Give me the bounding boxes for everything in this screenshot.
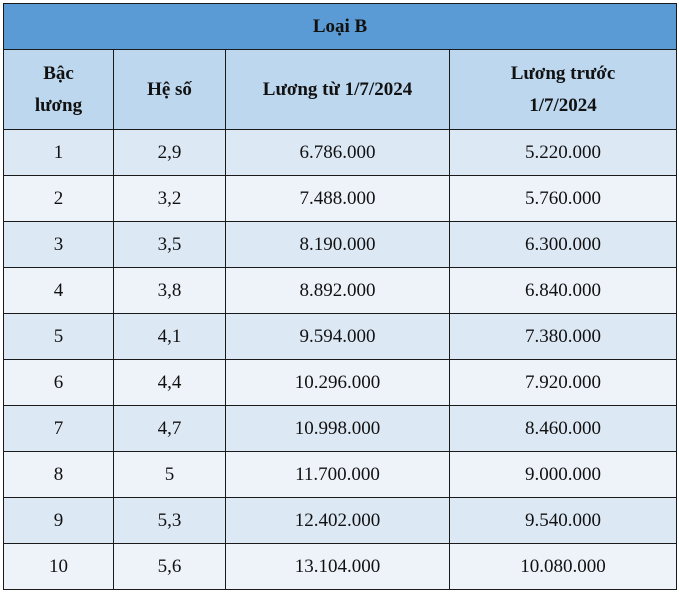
table-body: 1 2,9 6.786.000 5.220.000 2 3,2 7.488.000 5.760… — [3, 129, 677, 590]
cell-he-so: 5 — [113, 451, 226, 498]
table-row: 3 3,5 8.190.000 6.300.000 — [3, 221, 677, 268]
cell-luong-truoc: 8.460.000 — [449, 405, 677, 452]
table-row: 6 4,4 10.296.000 7.920.000 — [3, 359, 677, 406]
cell-luong-truoc: 10.080.000 — [449, 543, 677, 590]
cell-luong-tu: 8.190.000 — [225, 221, 450, 268]
cell-luong-truoc: 7.380.000 — [449, 313, 677, 360]
table-row: 2 3,2 7.488.000 5.760.000 — [3, 175, 677, 222]
cell-luong-truoc: 7.920.000 — [449, 359, 677, 406]
cell-bac-luong: 1 — [3, 129, 114, 176]
table-row: 7 4,7 10.998.000 8.460.000 — [3, 405, 677, 452]
table-row: 5 4,1 9.594.000 7.380.000 — [3, 313, 677, 360]
table-row: 8 5 11.700.000 9.000.000 — [3, 451, 677, 498]
cell-bac-luong: 8 — [3, 451, 114, 498]
cell-bac-luong: 5 — [3, 313, 114, 360]
cell-he-so: 5,6 — [113, 543, 226, 590]
cell-he-so: 5,3 — [113, 497, 226, 544]
table-header-row: Bậc lương Hệ số Lương từ 1/7/2024 Lương … — [3, 49, 677, 130]
header-luong-truoc-line1: Lương trước — [510, 62, 616, 84]
table-title-row: Loại B — [3, 3, 677, 50]
cell-luong-tu: 10.296.000 — [225, 359, 450, 406]
header-luong-truoc: Lương trước 1/7/2024 — [449, 49, 677, 130]
cell-bac-luong: 7 — [3, 405, 114, 452]
cell-luong-tu: 9.594.000 — [225, 313, 450, 360]
table-row: 4 3,8 8.892.000 6.840.000 — [3, 267, 677, 314]
cell-luong-tu: 8.892.000 — [225, 267, 450, 314]
cell-bac-luong: 10 — [3, 543, 114, 590]
cell-luong-truoc: 9.000.000 — [449, 451, 677, 498]
cell-he-so: 3,2 — [113, 175, 226, 222]
cell-luong-tu: 10.998.000 — [225, 405, 450, 452]
table-title: Loại B — [3, 3, 677, 50]
cell-luong-truoc: 9.540.000 — [449, 497, 677, 544]
header-bac-luong-line2: lương — [34, 94, 83, 116]
cell-luong-truoc: 5.220.000 — [449, 129, 677, 176]
header-he-so: Hệ số — [113, 49, 226, 130]
cell-he-so: 3,8 — [113, 267, 226, 314]
cell-luong-truoc: 6.840.000 — [449, 267, 677, 314]
cell-luong-tu: 12.402.000 — [225, 497, 450, 544]
cell-bac-luong: 2 — [3, 175, 114, 222]
cell-bac-luong: 3 — [3, 221, 114, 268]
cell-luong-tu: 11.700.000 — [225, 451, 450, 498]
cell-luong-truoc: 6.300.000 — [449, 221, 677, 268]
cell-he-so: 3,5 — [113, 221, 226, 268]
table-row: 10 5,6 13.104.000 10.080.000 — [3, 543, 677, 590]
cell-luong-tu: 6.786.000 — [225, 129, 450, 176]
cell-he-so: 4,1 — [113, 313, 226, 360]
table-row: 1 2,9 6.786.000 5.220.000 — [3, 129, 677, 176]
cell-luong-truoc: 5.760.000 — [449, 175, 677, 222]
salary-table: Loại B Bậc lương Hệ số Lương từ 1/7/2024… — [3, 3, 677, 590]
header-bac-luong-line1: Bậc — [43, 62, 74, 84]
cell-bac-luong: 6 — [3, 359, 114, 406]
cell-he-so: 4,4 — [113, 359, 226, 406]
header-luong-truoc-line2: 1/7/2024 — [529, 94, 597, 116]
cell-he-so: 4,7 — [113, 405, 226, 452]
cell-bac-luong: 4 — [3, 267, 114, 314]
cell-luong-tu: 7.488.000 — [225, 175, 450, 222]
cell-bac-luong: 9 — [3, 497, 114, 544]
cell-luong-tu: 13.104.000 — [225, 543, 450, 590]
salary-table-container: Loại B Bậc lương Hệ số Lương từ 1/7/2024… — [3, 3, 677, 590]
header-luong-tu: Lương từ 1/7/2024 — [225, 49, 450, 130]
header-bac-luong: Bậc lương — [3, 49, 114, 130]
table-row: 9 5,3 12.402.000 9.540.000 — [3, 497, 677, 544]
cell-he-so: 2,9 — [113, 129, 226, 176]
